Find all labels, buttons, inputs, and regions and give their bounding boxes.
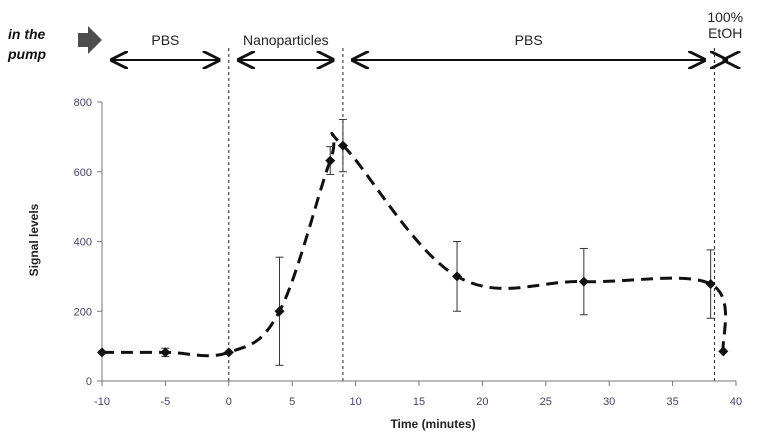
y-tick-label-3: 600 [74, 167, 92, 179]
data-point-2 [223, 347, 234, 358]
phase-label-0-line-0: PBS [151, 32, 180, 48]
y-tick-label-4: 800 [74, 97, 92, 109]
signal-curve-path [101, 131, 728, 358]
phase-label-0: PBS [110, 32, 220, 48]
phase-label-3-line-0: 100% [707, 9, 744, 25]
phase-label-3-line-1: EtOH [708, 25, 743, 41]
x-tick-label-2: 0 [226, 396, 232, 408]
x-tick-label-3: 5 [289, 396, 295, 408]
phase-label-1: Nanoparticles [231, 32, 341, 48]
data-point-7 [578, 276, 589, 287]
data-points [97, 140, 729, 358]
pump-annotation-line2: pump [8, 46, 47, 62]
x-tick-label-8: 30 [603, 396, 615, 408]
x-tick-label-6: 20 [476, 396, 488, 408]
axes [97, 101, 737, 386]
data-point-5 [337, 140, 348, 151]
phase-label-1-line-0: Nanoparticles [243, 32, 329, 48]
x-tick-label-5: 15 [413, 396, 425, 408]
data-point-4 [325, 155, 336, 166]
pump-arrow-icon [78, 26, 102, 54]
data-point-6 [452, 271, 463, 282]
data-point-1 [160, 347, 171, 358]
x-axis-title: Time (minutes) [390, 417, 476, 431]
phase-label-2: PBS [474, 32, 584, 48]
data-point-0 [97, 347, 107, 358]
y-axis-title: Signal levels [27, 203, 41, 277]
pump-annotation: in the pump [8, 24, 72, 64]
data-point-8 [705, 279, 716, 290]
tick-labels: 0 200 400 600 800 -10 -5 0 5 10 15 20 25 30 35 40 [74, 97, 742, 408]
phase-boundary-lines [228, 48, 715, 381]
x-tick-label-4: 10 [349, 396, 361, 408]
y-tick-label-0: 0 [86, 376, 92, 388]
x-tick-label-0: -10 [94, 396, 110, 408]
y-tick-label-2: 400 [74, 237, 92, 249]
data-point-9 [718, 346, 729, 357]
signal-curve [101, 131, 728, 358]
x-tick-label-1: -5 [161, 396, 171, 408]
phase-label-3: 100% EtOH [670, 9, 766, 41]
pump-annotation-line1: in the [8, 26, 46, 42]
phase-label-2-line-0: PBS [514, 32, 543, 48]
error-bars [161, 118, 715, 366]
x-tick-label-9: 35 [666, 396, 678, 408]
data-point-3 [274, 306, 285, 317]
x-tick-label-10: 40 [730, 396, 742, 408]
y-tick-label-1: 200 [74, 306, 92, 318]
x-tick-label-7: 25 [540, 396, 552, 408]
